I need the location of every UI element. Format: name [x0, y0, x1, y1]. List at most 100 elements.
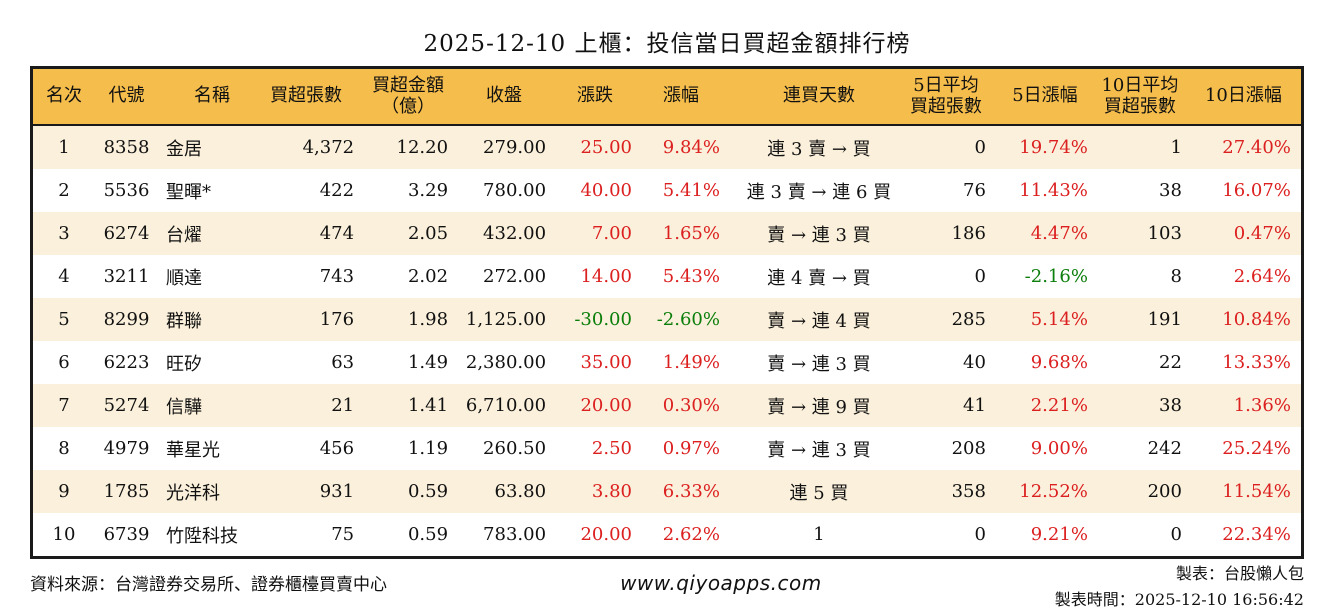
credit-block: 製表：台股懶人包 製表時間：2025-12-10 16:56:42	[1055, 561, 1304, 613]
col-header-change-pct: 漲幅	[662, 85, 699, 107]
cell-code: 5274	[103, 395, 150, 416]
cell-net-buy-volume: 75	[331, 524, 355, 545]
cell-net-buy-amount: 2.02	[407, 266, 449, 287]
cell-code: 6223	[103, 352, 150, 373]
cell-change: 20.00	[580, 524, 632, 545]
cell-change: 2.50	[591, 438, 632, 459]
cell-10d-pct: 16.07%	[1222, 180, 1291, 201]
cell-10d-pct: 11.54%	[1222, 481, 1291, 502]
cell-5d-avg-volume: 358	[951, 481, 986, 502]
cell-name: 台燿	[166, 224, 203, 246]
cell-5d-pct: 9.21%	[1030, 524, 1088, 545]
cell-code: 6739	[103, 524, 150, 545]
cell-5d-avg-volume: 40	[963, 352, 986, 373]
cell-code: 4979	[103, 438, 150, 459]
cell-net-buy-volume: 21	[331, 395, 355, 416]
cell-10d-avg-volume: 242	[1147, 438, 1182, 459]
cell-rank: 7	[58, 395, 70, 416]
cell-5d-avg-volume: 0	[974, 137, 986, 158]
table-header-row: 名次 代號 名稱 買超張數 買超金額 （億） 收盤 漲跌 漲幅 連買天數 5日平均…	[33, 69, 1301, 126]
cell-change: 25.00	[580, 137, 632, 158]
cell-rank: 8	[58, 438, 70, 459]
cell-change: -30.00	[574, 309, 632, 330]
table-body: 1 8358 金居 4,372 12.20 279.00 25.00 9.84% 連 3 賣 →…	[33, 126, 1301, 556]
cell-name: 竹陞科技	[166, 525, 239, 547]
cell-change: 14.00	[580, 266, 632, 287]
cell-10d-avg-volume: 200	[1147, 481, 1182, 502]
col-header-streak: 連買天數	[782, 85, 855, 107]
cell-code: 6274	[103, 223, 150, 244]
cell-5d-pct: 9.00%	[1030, 438, 1088, 459]
cell-change: 3.80	[591, 481, 632, 502]
cell-change-pct: 5.41%	[662, 180, 720, 201]
table-row: 2 5536 聖暉* 422 3.29 780.00 40.00 5.41% 連 3 賣 → 連…	[33, 169, 1301, 212]
cell-code: 5536	[103, 180, 150, 201]
ranking-table: 名次 代號 名稱 買超張數 買超金額 （億） 收盤 漲跌 漲幅 連買天數 5日平均…	[30, 66, 1304, 559]
cell-10d-pct: 0.47%	[1233, 223, 1291, 244]
cell-10d-pct: 27.40%	[1222, 137, 1291, 158]
col-header-5d-pct: 5日漲幅	[1012, 85, 1078, 107]
cell-net-buy-amount: 3.29	[407, 180, 449, 201]
cell-10d-avg-volume: 8	[1170, 266, 1182, 287]
cell-change-pct: 9.84%	[662, 137, 720, 158]
table-row: 7 5274 信驊 21 1.41 6,710.00 20.00 0.30% 賣 → 連 9 買…	[33, 384, 1301, 427]
cell-10d-avg-volume: 191	[1147, 309, 1182, 330]
cell-change: 20.00	[580, 395, 632, 416]
cell-change-pct: 0.30%	[662, 395, 720, 416]
cell-10d-avg-volume: 1	[1170, 137, 1182, 158]
col-header-change: 漲跌	[577, 85, 613, 107]
cell-net-buy-volume: 743	[319, 266, 355, 287]
col-header-net-buy-volume: 買超張數	[270, 85, 343, 107]
generated-time-text: 製表時間：2025-12-10 16:56:42	[1054, 589, 1304, 609]
cell-10d-avg-volume: 103	[1147, 223, 1182, 244]
cell-close: 6,710.00	[465, 395, 547, 416]
table-row: 9 1785 光洋科 931 0.59 63.80 3.80 6.33% 連 5 買 358 12.…	[33, 470, 1301, 513]
cell-change-pct: 2.62%	[662, 524, 720, 545]
cell-close: 279.00	[483, 137, 547, 158]
cell-name: 聖暉*	[166, 181, 212, 203]
cell-streak: 賣 → 連 9 買	[767, 396, 871, 418]
cell-close: 780.00	[483, 180, 547, 201]
cell-change-pct: -2.60%	[656, 309, 720, 330]
col-header-name: 名稱	[194, 85, 231, 107]
col-header-close: 收盤	[486, 85, 523, 107]
cell-name: 信驊	[166, 396, 203, 418]
cell-5d-pct: 5.14%	[1030, 309, 1088, 330]
cell-5d-pct: 19.74%	[1019, 137, 1088, 158]
cell-5d-avg-volume: 208	[951, 438, 986, 459]
cell-code: 8358	[103, 137, 150, 158]
cell-streak: 1	[813, 524, 825, 545]
cell-5d-pct: 11.43%	[1019, 180, 1088, 201]
cell-net-buy-amount: 12.20	[396, 137, 449, 158]
cell-name: 群聯	[166, 310, 203, 332]
cell-close: 260.50	[483, 438, 547, 459]
cell-streak: 連 4 賣 → 買	[767, 267, 871, 289]
cell-rank: 6	[58, 352, 70, 373]
cell-5d-pct: 2.21%	[1030, 395, 1088, 416]
cell-net-buy-volume: 4,372	[302, 137, 355, 158]
page-title: 2025-12-10 上櫃：投信當日買超金額排行榜	[423, 31, 911, 57]
cell-rank: 5	[58, 309, 70, 330]
col-header-code: 代號	[108, 85, 145, 107]
cell-5d-pct: 9.68%	[1030, 352, 1088, 373]
website-link[interactable]: www.qiyoapps.com	[620, 571, 822, 595]
cell-rank: 3	[58, 223, 70, 244]
cell-10d-pct: 2.64%	[1233, 266, 1291, 287]
table-row: 1 8358 金居 4,372 12.20 279.00 25.00 9.84% 連 3 賣 →…	[33, 126, 1301, 169]
cell-net-buy-volume: 176	[319, 309, 355, 330]
cell-10d-pct: 10.84%	[1222, 309, 1291, 330]
cell-net-buy-amount: 0.59	[407, 524, 449, 545]
cell-10d-avg-volume: 22	[1159, 352, 1182, 373]
cell-10d-pct: 25.24%	[1222, 438, 1291, 459]
cell-name: 光洋科	[166, 482, 221, 504]
data-source-text: 資料來源：台灣證券交易所、證券櫃檯買賣中心	[30, 575, 387, 595]
cell-name: 順達	[166, 267, 203, 289]
cell-rank: 9	[58, 481, 70, 502]
cell-change: 40.00	[580, 180, 632, 201]
cell-change-pct: 1.49%	[662, 352, 720, 373]
col-header-rank: 名次	[46, 85, 82, 107]
cell-10d-avg-volume: 38	[1159, 180, 1182, 201]
page-footer: 資料來源：台灣證券交易所、證券櫃檯買賣中心 www.qiyoapps.com 製…	[30, 561, 1304, 613]
cell-rank: 4	[58, 266, 70, 287]
cell-change-pct: 6.33%	[662, 481, 720, 502]
